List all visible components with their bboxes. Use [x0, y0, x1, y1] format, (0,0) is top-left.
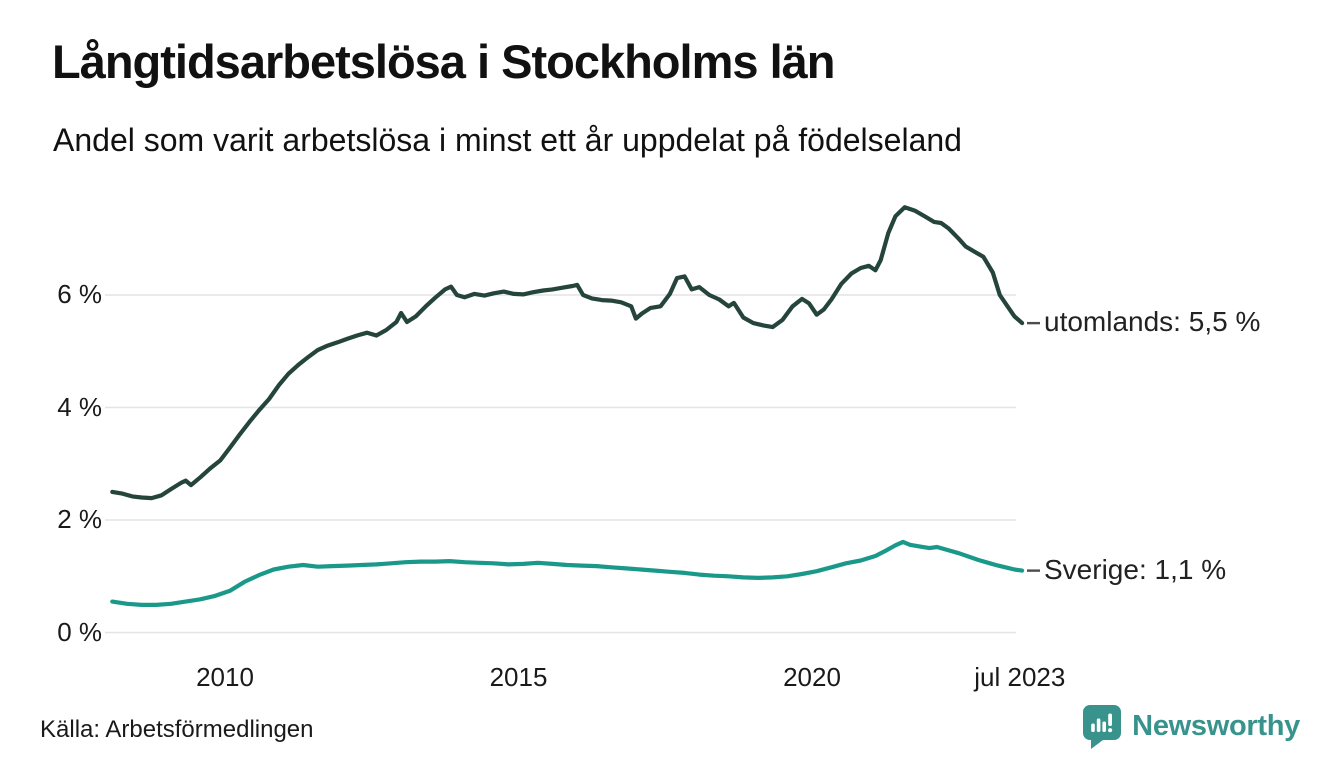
y-axis-label: 0 % — [57, 616, 102, 647]
speech-bubble-shape — [1083, 705, 1122, 749]
newsworthy-logo: Newsworthy — [1081, 703, 1300, 749]
series-label-sverige: Sverige: 1,1 % — [1044, 553, 1227, 585]
chart-subtitle: Andel som varit arbetslösa i minst ett å… — [53, 122, 962, 158]
bar-icon — [1091, 723, 1095, 732]
x-axis-label: 2020 — [783, 662, 841, 692]
x-axis-label: jul 2023 — [974, 662, 1066, 692]
y-axis-label: 2 % — [57, 504, 102, 534]
exclamation-icon — [1108, 713, 1113, 726]
bar-icon — [1102, 721, 1107, 732]
exclamation-dot — [1108, 728, 1113, 733]
chart-title: Långtidsarbetslösa i Stockholms län — [52, 35, 835, 88]
series-line-utomlands — [110, 205, 1025, 501]
newsworthy-logo-icon — [1083, 705, 1122, 749]
series-line-sverige — [110, 539, 1025, 608]
series-label-utomlands: utomlands: 5,5 % — [1044, 306, 1261, 338]
x-axis-label: 2010 — [196, 662, 254, 692]
bar-icon — [1096, 718, 1101, 732]
source-note: Källa: Arbetsförmedlingen — [40, 716, 314, 743]
y-axis-label: 6 % — [57, 279, 102, 309]
x-axis-label: 2015 — [489, 662, 548, 692]
y-axis-label: 4 % — [57, 391, 102, 422]
newsworthy-wordmark: Newsworthy — [1132, 709, 1300, 742]
